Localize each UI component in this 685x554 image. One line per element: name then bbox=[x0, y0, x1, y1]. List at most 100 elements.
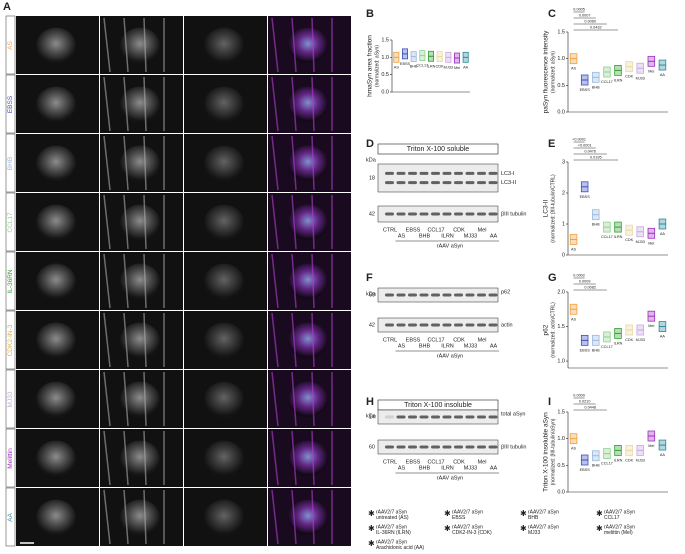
cell-body bbox=[204, 145, 244, 182]
y-axis-label: hmaSyn area fraction bbox=[367, 35, 374, 97]
category-label: CCL17 bbox=[416, 64, 428, 68]
legend-label: rAAV2/7 aSyn bbox=[452, 509, 483, 515]
category-label: EBSS bbox=[580, 348, 591, 352]
row-label: AS bbox=[7, 41, 14, 50]
category-label: EBSS bbox=[580, 468, 591, 472]
neurite bbox=[143, 312, 147, 368]
category-label: ILRN bbox=[614, 235, 623, 239]
p-value: 0.0009 bbox=[573, 394, 585, 398]
legend-label: melittin (Mel) bbox=[604, 530, 633, 536]
cell-body bbox=[288, 322, 328, 359]
lane-label: CTRL bbox=[383, 337, 397, 343]
neurite bbox=[291, 371, 297, 427]
cell-body bbox=[36, 145, 76, 182]
p-value: 0.0005 bbox=[573, 8, 585, 12]
row-label: BHB bbox=[7, 157, 14, 170]
cell-body bbox=[120, 322, 160, 359]
legend-label: EBSS bbox=[452, 515, 466, 521]
band bbox=[465, 445, 475, 449]
y-tick-label: 0 bbox=[562, 252, 565, 258]
marker-label: 60 bbox=[369, 292, 375, 298]
legend-label: CDK2-IN-3 (CDK) bbox=[452, 530, 492, 536]
lane-label: Mel bbox=[478, 227, 487, 233]
band bbox=[408, 181, 417, 185]
y-axis-label: p62 bbox=[543, 324, 550, 335]
category-label: ILRN bbox=[614, 78, 623, 82]
lane-label: ILRN bbox=[441, 343, 454, 349]
y-tick-label: 0.5 bbox=[557, 83, 565, 89]
band bbox=[408, 171, 417, 175]
cell-body bbox=[36, 322, 76, 359]
y-tick-label: 1.0 bbox=[557, 56, 565, 62]
lane-label: EBSS bbox=[406, 337, 421, 343]
blot-title: Triton X-100 insoluble bbox=[404, 402, 472, 409]
panel-letter: D bbox=[366, 138, 374, 150]
row-label: MJ33 bbox=[7, 391, 14, 407]
cell-body bbox=[204, 322, 244, 359]
row-label-box bbox=[5, 310, 16, 370]
band bbox=[385, 181, 394, 185]
lane-label: MJ33 bbox=[464, 465, 477, 471]
lane-group-label: rAAV aSyn bbox=[437, 243, 464, 249]
y-tick-label: 1.5 bbox=[557, 29, 565, 35]
cell-body bbox=[288, 27, 328, 64]
cell-body bbox=[36, 440, 76, 477]
neurite bbox=[143, 430, 147, 486]
neurite bbox=[291, 135, 297, 191]
legend-label: rAAV2/7 aSyn bbox=[604, 509, 635, 515]
row-label-box bbox=[5, 369, 16, 429]
y-axis-label: (normalized: βIII-tubulin/aSyn) bbox=[550, 418, 556, 485]
category-label: CDK bbox=[625, 338, 633, 342]
neurite bbox=[123, 371, 129, 427]
category-label: MJ33 bbox=[636, 76, 645, 80]
cell-body bbox=[288, 204, 328, 241]
band-label: LC3-II bbox=[501, 180, 516, 186]
legend-marker: ✱ bbox=[444, 509, 451, 518]
category-label: MJ33 bbox=[636, 338, 645, 342]
marker-label: 60 bbox=[369, 444, 375, 450]
neurite bbox=[123, 194, 129, 250]
cell-body bbox=[204, 27, 244, 64]
category-label: AA bbox=[660, 73, 666, 77]
neurite bbox=[291, 312, 297, 368]
category-label: CCL17 bbox=[601, 80, 613, 84]
y-axis-label: (normalized: βIII-tubulin/CTRL) bbox=[550, 174, 556, 243]
band bbox=[454, 212, 463, 216]
band bbox=[408, 212, 417, 216]
neurite bbox=[143, 371, 147, 427]
cell-body bbox=[36, 263, 76, 300]
row-label-box bbox=[5, 74, 16, 134]
kda-label: kDa bbox=[366, 291, 377, 297]
neurite bbox=[311, 194, 315, 250]
lane-label: BHB bbox=[419, 233, 431, 239]
band bbox=[465, 181, 475, 185]
legend-label: rAAV2/7 aSyn bbox=[604, 524, 635, 530]
band bbox=[488, 171, 498, 175]
y-axis-label: (normalized: aSyn) bbox=[374, 45, 380, 87]
neurite bbox=[143, 17, 147, 73]
band bbox=[442, 181, 452, 185]
cell-body bbox=[288, 381, 328, 418]
neurite bbox=[291, 17, 297, 73]
neurite bbox=[123, 76, 129, 132]
lane-label: EBSS bbox=[406, 227, 421, 233]
band bbox=[431, 293, 440, 297]
lane-label: BHB bbox=[419, 343, 431, 349]
neurite bbox=[291, 430, 297, 486]
band bbox=[477, 293, 486, 297]
category-label: CCL17 bbox=[601, 235, 613, 239]
cell-body bbox=[120, 86, 160, 123]
marker-label: 14 bbox=[369, 414, 375, 420]
lane-label: ILRN bbox=[441, 233, 454, 239]
neurite bbox=[143, 194, 147, 250]
marker-label: 18 bbox=[369, 175, 375, 181]
y-tick-label: 1.5 bbox=[557, 409, 565, 415]
category-label: EBSS bbox=[580, 195, 591, 199]
p-value: <0.0001 bbox=[578, 144, 592, 148]
category-label: AS bbox=[394, 65, 400, 69]
legend-label: rAAV2/7 aSyn bbox=[376, 524, 407, 530]
lane-label: AS bbox=[398, 465, 406, 471]
neurite bbox=[103, 253, 111, 309]
cell-body bbox=[36, 86, 76, 123]
category-label: AS bbox=[571, 248, 577, 252]
